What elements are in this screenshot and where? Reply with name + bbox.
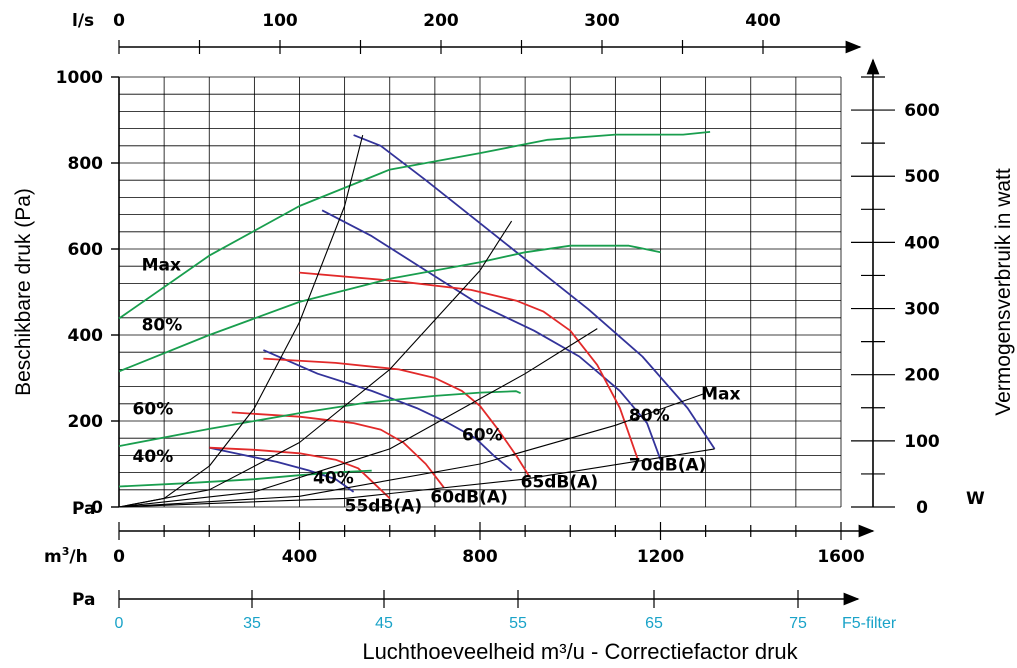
system-curve	[118, 220, 513, 508]
y2-tick-label: 400	[904, 233, 940, 253]
sound-curve-60dba	[231, 411, 445, 489]
fan-curve-40	[209, 446, 355, 493]
filter-tick-label: 55	[509, 615, 527, 632]
top-tick-label: 300	[584, 11, 620, 31]
system-curve	[118, 392, 706, 508]
power-curve-80	[118, 244, 661, 373]
power-curve-40	[118, 469, 372, 488]
x-tick-label: 400	[282, 547, 318, 567]
fan-curve-60	[263, 349, 513, 472]
curve-label: 65dB(A)	[521, 473, 598, 493]
curve-label: 40%	[313, 468, 354, 488]
y2-tick-label: 100	[904, 432, 940, 452]
filter-axis-unit: Pa	[72, 590, 95, 610]
y-tick-label: 200	[68, 412, 104, 432]
x-tick-label: 1200	[637, 547, 684, 567]
y-tick-label: 400	[68, 326, 104, 346]
filter-tick-label: 65	[645, 615, 663, 632]
y-tick-label: 800	[68, 154, 104, 174]
top-tick-label: 100	[262, 11, 298, 31]
y-tick-label: 1000	[56, 68, 103, 88]
x-axis-unit: m3/h	[44, 545, 88, 567]
y2-tick-label: 200	[904, 366, 940, 386]
chart-labels: Max 80% 60% 40% Max 80% 60% 40% 55dB(A) 60dB(A) 65…	[133, 256, 741, 517]
curve-label: Max	[701, 385, 740, 405]
y-tick-label: 600	[68, 240, 104, 260]
filter-tick-label: 45	[375, 615, 393, 632]
x-tick-label: 800	[462, 547, 498, 567]
curve-label: 60dB(A)	[430, 488, 507, 508]
y2-tick-label: 600	[904, 101, 940, 121]
y2-tick-label: 500	[904, 167, 940, 187]
sound-curve-65dba	[263, 357, 531, 478]
chart-series	[118, 131, 716, 508]
curve-label: 70dB(A)	[629, 455, 706, 475]
y2-tick-label: 0	[916, 498, 928, 518]
filter-tick-label: 35	[243, 615, 261, 632]
top-tick-label: 200	[423, 11, 459, 31]
curve-label: 60%	[462, 425, 503, 445]
top-tick-label: 0	[113, 11, 125, 31]
curve-label: 40%	[133, 447, 174, 467]
curve-label: 80%	[142, 316, 183, 336]
curve-label: 55dB(A)	[345, 496, 422, 516]
sound-curve-70dba	[299, 271, 639, 460]
curve-label: 80%	[629, 406, 670, 426]
power-curve-max	[118, 131, 711, 320]
curve-label: Max	[142, 256, 181, 276]
y2-axis-unit: W	[966, 489, 985, 509]
top-tick-label: 400	[745, 11, 781, 31]
system-curve	[118, 328, 598, 508]
y-axis-title: Beschikbare druk (Pa)	[12, 188, 35, 396]
filter-axis-label: F5-filter	[842, 615, 897, 632]
y2-tick-label: 300	[904, 300, 940, 320]
filter-tick-label: 75	[789, 615, 807, 632]
y2-axis-title: Vermogensverbruik in watt	[992, 168, 1015, 416]
fan-curve-max	[353, 134, 716, 450]
system-curve	[118, 448, 715, 508]
power-curve-60	[118, 390, 521, 447]
y-axis-unit: Pa	[72, 499, 95, 519]
curve-label: 60%	[133, 400, 174, 420]
fan-curve-80	[321, 209, 662, 461]
x-tick-label: 1600	[817, 547, 864, 567]
filter-tick-label: 0	[115, 615, 124, 632]
x-axis-title: Luchthoeveelheid m³/u - Correctiefactor …	[362, 639, 798, 664]
y-tick-label: 0	[91, 498, 103, 518]
sound-curve-55dba	[209, 446, 391, 500]
top-axis-unit: l/s	[72, 11, 94, 31]
x-tick-label: 0	[113, 547, 125, 567]
